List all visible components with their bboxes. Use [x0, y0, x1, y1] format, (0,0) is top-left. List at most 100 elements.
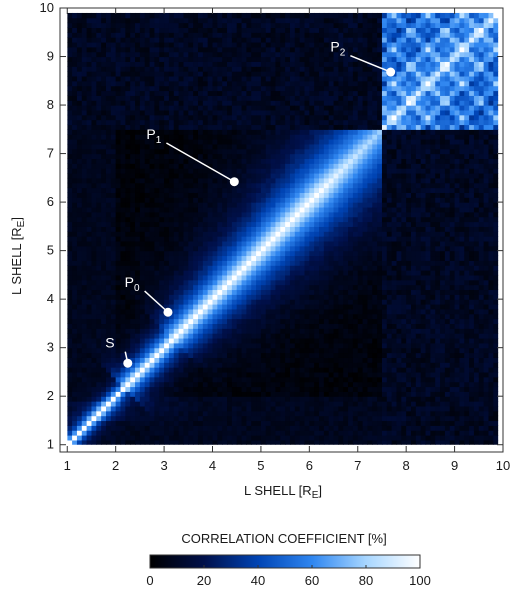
heatmap-cell: [81, 56, 88, 62]
heatmap-cell: [275, 27, 281, 33]
heatmap-cell: [289, 401, 296, 407]
heatmap-cell: [154, 289, 160, 295]
heatmap-cell: [193, 410, 199, 417]
heatmap-cell: [91, 401, 97, 407]
heatmap-cell: [144, 299, 151, 305]
heatmap-cell: [231, 299, 238, 305]
heatmap-cell: [188, 231, 194, 237]
heatmap-cell: [314, 124, 320, 130]
heatmap-cell: [110, 66, 117, 72]
heatmap-cell: [168, 177, 175, 184]
heatmap-cell: [280, 415, 286, 422]
heatmap-cell: [193, 226, 199, 232]
heatmap-cell: [197, 109, 204, 116]
heatmap-cell: [270, 352, 277, 358]
heatmap-cell: [120, 206, 126, 213]
heatmap-cell: [280, 299, 286, 305]
heatmap-cell: [304, 41, 310, 48]
heatmap-cell: [144, 260, 151, 266]
heatmap-cell: [231, 221, 238, 227]
heatmap-cell: [202, 90, 209, 96]
heatmap-cell: [173, 105, 180, 111]
heatmap-cell: [285, 337, 291, 344]
heatmap-cell: [67, 172, 73, 179]
heatmap-cell: [81, 439, 88, 445]
heatmap-cell: [105, 202, 112, 208]
heatmap-cell: [110, 299, 117, 305]
heatmap-cell: [241, 255, 247, 261]
heatmap-cell: [193, 148, 199, 155]
heatmap-cell: [130, 66, 136, 72]
heatmap-cell: [309, 342, 315, 349]
heatmap-cell: [207, 415, 214, 422]
heatmap-cell: [319, 134, 325, 140]
heatmap-cell: [212, 240, 218, 247]
heatmap-cell: [154, 105, 160, 111]
heatmap-cell: [289, 425, 296, 431]
heatmap-cell: [299, 420, 306, 426]
heatmap-cell: [309, 362, 315, 368]
heatmap-cell: [159, 279, 165, 286]
heatmap-cell: [246, 148, 252, 155]
heatmap-cell: [193, 371, 199, 378]
heatmap-cell: [164, 124, 170, 130]
heatmap-cell: [299, 56, 306, 62]
heatmap-cell: [135, 105, 141, 111]
heatmap-cell: [212, 231, 218, 237]
heatmap-cell: [168, 158, 175, 164]
heatmap-cell: [202, 430, 209, 436]
heatmap-cell: [299, 415, 306, 422]
heatmap-cell: [120, 376, 126, 383]
heatmap-cell: [67, 328, 73, 334]
heatmap-cell: [280, 308, 286, 315]
heatmap-cell: [227, 401, 233, 407]
heatmap-cell: [101, 109, 107, 116]
heatmap-cell: [72, 337, 78, 344]
heatmap-cell: [319, 80, 325, 87]
heatmap-cell: [319, 401, 325, 407]
heatmap-cell: [110, 182, 117, 189]
heatmap-cell: [222, 333, 228, 339]
heatmap-cell: [202, 386, 209, 392]
heatmap-cell: [173, 226, 180, 232]
heatmap-cell: [309, 435, 315, 441]
heatmap-cell: [275, 265, 281, 271]
heatmap-cell: [207, 182, 214, 189]
heatmap-cell: [323, 376, 330, 383]
heatmap-cell: [260, 71, 267, 77]
heatmap-cell: [130, 265, 136, 271]
heatmap-cell: [246, 401, 252, 407]
heatmap-cell: [120, 221, 126, 227]
heatmap-cell: [309, 172, 315, 179]
heatmap-cell: [76, 391, 83, 397]
heatmap-cell: [207, 367, 214, 373]
heatmap-cell: [294, 153, 301, 160]
heatmap-cell: [81, 148, 88, 155]
heatmap-cell: [67, 255, 73, 261]
heatmap-cell: [86, 226, 93, 232]
heatmap-cell: [280, 284, 286, 291]
heatmap-cell: [304, 430, 310, 436]
heatmap-cell: [314, 279, 320, 286]
heatmap-cell: [217, 260, 223, 266]
heatmap-cell: [178, 32, 185, 38]
heatmap-cell: [241, 75, 247, 82]
heatmap-cell: [154, 265, 160, 271]
heatmap-cell: [139, 153, 146, 160]
heatmap-cell: [81, 337, 88, 344]
heatmap-cell: [159, 192, 165, 198]
heatmap-cell: [178, 41, 185, 48]
heatmap-cell: [222, 168, 228, 174]
heatmap-cell: [105, 284, 112, 291]
heatmap-cell: [202, 328, 209, 334]
heatmap-cell: [144, 172, 151, 179]
heatmap-cell: [328, 430, 335, 436]
heatmap-cell: [227, 391, 233, 397]
heatmap-cell: [91, 177, 97, 184]
heatmap-cell: [222, 425, 228, 431]
heatmap-cell: [309, 134, 315, 140]
heatmap-cell: [149, 386, 156, 392]
heatmap-cell: [105, 255, 112, 261]
heatmap-cell: [231, 37, 238, 43]
heatmap-cell: [144, 313, 151, 320]
